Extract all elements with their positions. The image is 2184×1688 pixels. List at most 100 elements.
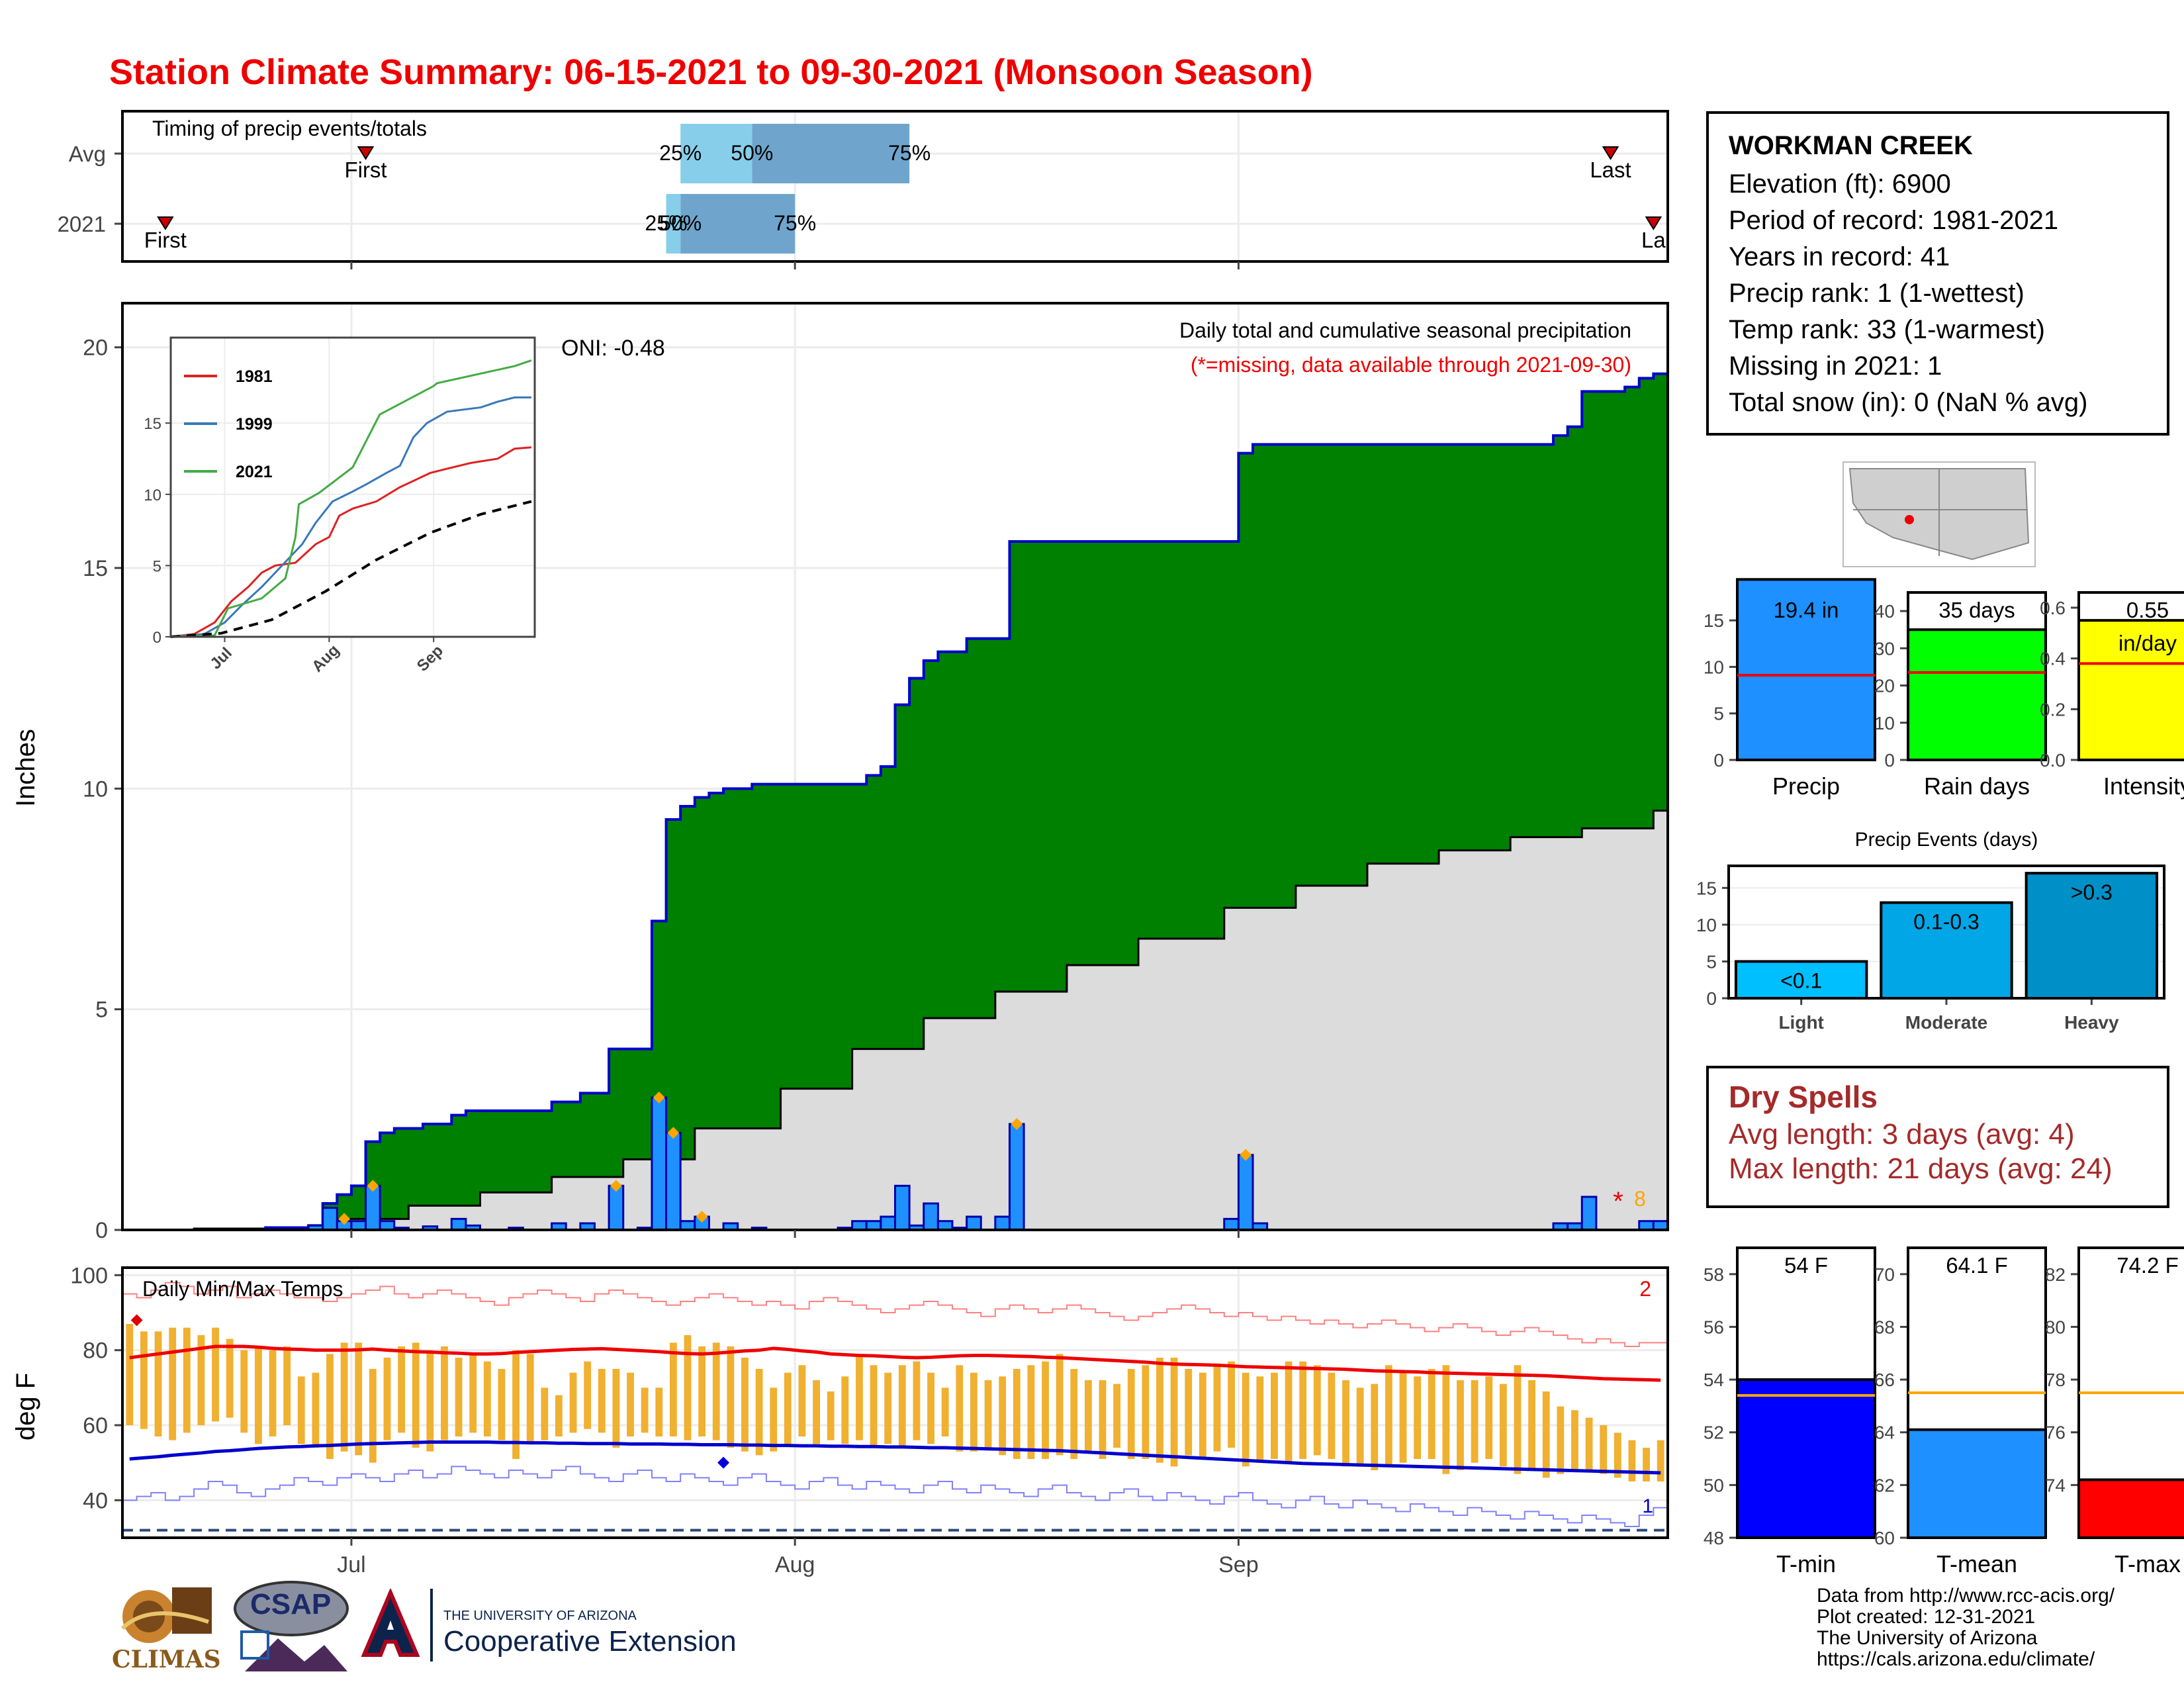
precip-rank-ytick-label: 0.4 — [2040, 649, 2066, 669]
timing-p75-label: 75% — [774, 211, 816, 235]
temp-rank-ytick-label: 52 — [1704, 1423, 1724, 1443]
timing-first-marker — [357, 146, 375, 160]
daily-temp-bar — [1399, 1372, 1407, 1463]
precip-ytick-label: 0 — [95, 1218, 108, 1243]
daily-temp-bar — [1342, 1380, 1349, 1467]
tmax-average-line — [129, 1344, 1661, 1382]
temps-panel-bg — [122, 1268, 1668, 1538]
daily-temp-bar — [526, 1354, 534, 1444]
daily-temp-bar — [126, 1324, 134, 1425]
events-bar — [2025, 872, 2159, 1000]
temp-rank-ytick-label: 76 — [2045, 1423, 2066, 1443]
daily-temp-bar — [1299, 1361, 1307, 1459]
daily-temp-bar — [1185, 1369, 1193, 1456]
station-elevation: Elevation (ft): 6900 — [1729, 169, 1951, 199]
temps-ylabel: deg F — [11, 1373, 40, 1440]
timing-p25-label: 25% — [659, 141, 702, 165]
daily-temp-bar — [169, 1327, 177, 1440]
temp-rank-ytick-label: 70 — [1874, 1264, 1895, 1285]
inset-border — [169, 336, 536, 638]
daily-temp-bar — [627, 1372, 634, 1436]
station-years: Years in record: 41 — [1729, 242, 1950, 271]
daily-precip-bar — [1580, 1196, 1598, 1231]
daily-temp-bar — [1142, 1365, 1150, 1459]
dry-spells-panel: Dry Spells Avg length: 3 days (avg: 4) M… — [1706, 1066, 2169, 1208]
events-bar-label: <0.1 — [1780, 968, 1822, 992]
record-precip-marker — [367, 1180, 379, 1192]
temp-rank-value-bar — [1736, 1378, 1876, 1539]
missing-count-label: 8 — [1634, 1187, 1646, 1211]
timing-row-label: Avg — [69, 142, 106, 166]
record-high-marker — [130, 1314, 143, 1327]
daily-temp-bar — [970, 1372, 978, 1452]
precip-ytick-label: 10 — [83, 776, 108, 802]
daily-temp-bar — [1600, 1425, 1608, 1474]
timing-panel-border — [121, 110, 1669, 263]
precip-subtitle: (*=missing, data available through 2021-… — [1191, 353, 1631, 377]
daily-temp-bar — [1256, 1376, 1264, 1463]
csap-cloud-icon — [234, 1581, 349, 1671]
daily-temp-bar — [712, 1342, 720, 1440]
daily-precip-bar — [450, 1217, 467, 1231]
temps-xtick-label: Sep — [1218, 1552, 1259, 1577]
precip-ylabel: Inches — [11, 729, 40, 807]
daily-temp-bar — [269, 1350, 277, 1436]
temp-rank-ytick-label: 58 — [1704, 1264, 1724, 1285]
daily-temp-bar — [1170, 1358, 1178, 1467]
dry-spells-title: Dry Spells — [1729, 1080, 1878, 1114]
record-low-marker — [717, 1456, 730, 1469]
daily-temp-bar — [355, 1342, 363, 1456]
ua-small-text: THE UNIVERSITY OF ARIZONA — [443, 1609, 637, 1623]
timing-row-label: 2021 — [58, 212, 106, 236]
average-precip-line — [122, 810, 1668, 1231]
dry-spells-max: Max length: 21 days (avg: 24) — [1729, 1152, 2113, 1185]
precip-rank-ytick-label: 10 — [1874, 713, 1895, 733]
climas-emblem-icon — [120, 1587, 212, 1643]
daily-precip-bar — [651, 1096, 668, 1231]
daily-temp-bar — [898, 1365, 906, 1448]
daily-temp-bar — [1485, 1376, 1493, 1459]
daily-temp-bar — [941, 1387, 949, 1436]
precip-ytick-label: 20 — [83, 336, 108, 361]
missing-marker: * — [1613, 1187, 1623, 1216]
temps-xtick-label: Aug — [775, 1552, 815, 1577]
daily-temp-bar — [1371, 1383, 1379, 1470]
record-precip-marker — [696, 1211, 708, 1223]
timing-last-label: La — [1641, 228, 1666, 252]
record-precip-marker — [338, 1213, 351, 1225]
daily-temp-bar — [398, 1346, 406, 1433]
ua-block-a-icon — [361, 1587, 420, 1657]
daily-precip-bar — [1008, 1123, 1025, 1231]
temp-rank-value-label: 74.2 F — [2116, 1253, 2179, 1278]
daily-temp-bar — [226, 1338, 234, 1418]
events-ytick-label: 0 — [1706, 988, 1717, 1009]
daily-temp-bar — [326, 1354, 334, 1459]
daily-temp-bar — [798, 1365, 806, 1436]
record-high-count: 2 — [1639, 1277, 1651, 1301]
daily-temp-bar — [1571, 1410, 1578, 1470]
record-precip-marker — [1240, 1149, 1252, 1161]
precip-rank-ytick-label: 40 — [1874, 601, 1895, 622]
daily-temp-bar — [1027, 1365, 1035, 1459]
timing-p50-label: 50% — [731, 141, 773, 165]
precip-rank-ytick-label: 0.2 — [2040, 699, 2066, 720]
daily-temp-bar — [1013, 1369, 1021, 1459]
daily-temp-bar — [483, 1361, 491, 1436]
daily-temp-bar — [183, 1327, 191, 1433]
daily-temp-bar — [1199, 1372, 1206, 1459]
daily-temp-bar — [1657, 1440, 1664, 1481]
daily-temp-bar — [1070, 1369, 1078, 1459]
daily-temp-bar — [1514, 1365, 1522, 1474]
inset-legend-label: 1999 — [236, 415, 273, 434]
precip-rank-value-bar — [2077, 619, 2184, 762]
station-temp-rank: Temp rank: 33 (1-warmest) — [1729, 315, 2045, 344]
temp-rank-ytick-label: 60 — [1874, 1528, 1895, 1548]
precip-rank-ytick-label: 20 — [1874, 676, 1895, 696]
temp-rank-value-bar — [2077, 1478, 2184, 1539]
daily-temp-bar — [1628, 1440, 1636, 1481]
daily-temp-bar — [1428, 1369, 1435, 1459]
daily-precip-bar — [365, 1184, 381, 1231]
temp-rank-ytick-label: 66 — [1874, 1370, 1895, 1390]
events-bar — [1880, 901, 2013, 1000]
credits-university: The University of Arizona — [1817, 1627, 2038, 1649]
